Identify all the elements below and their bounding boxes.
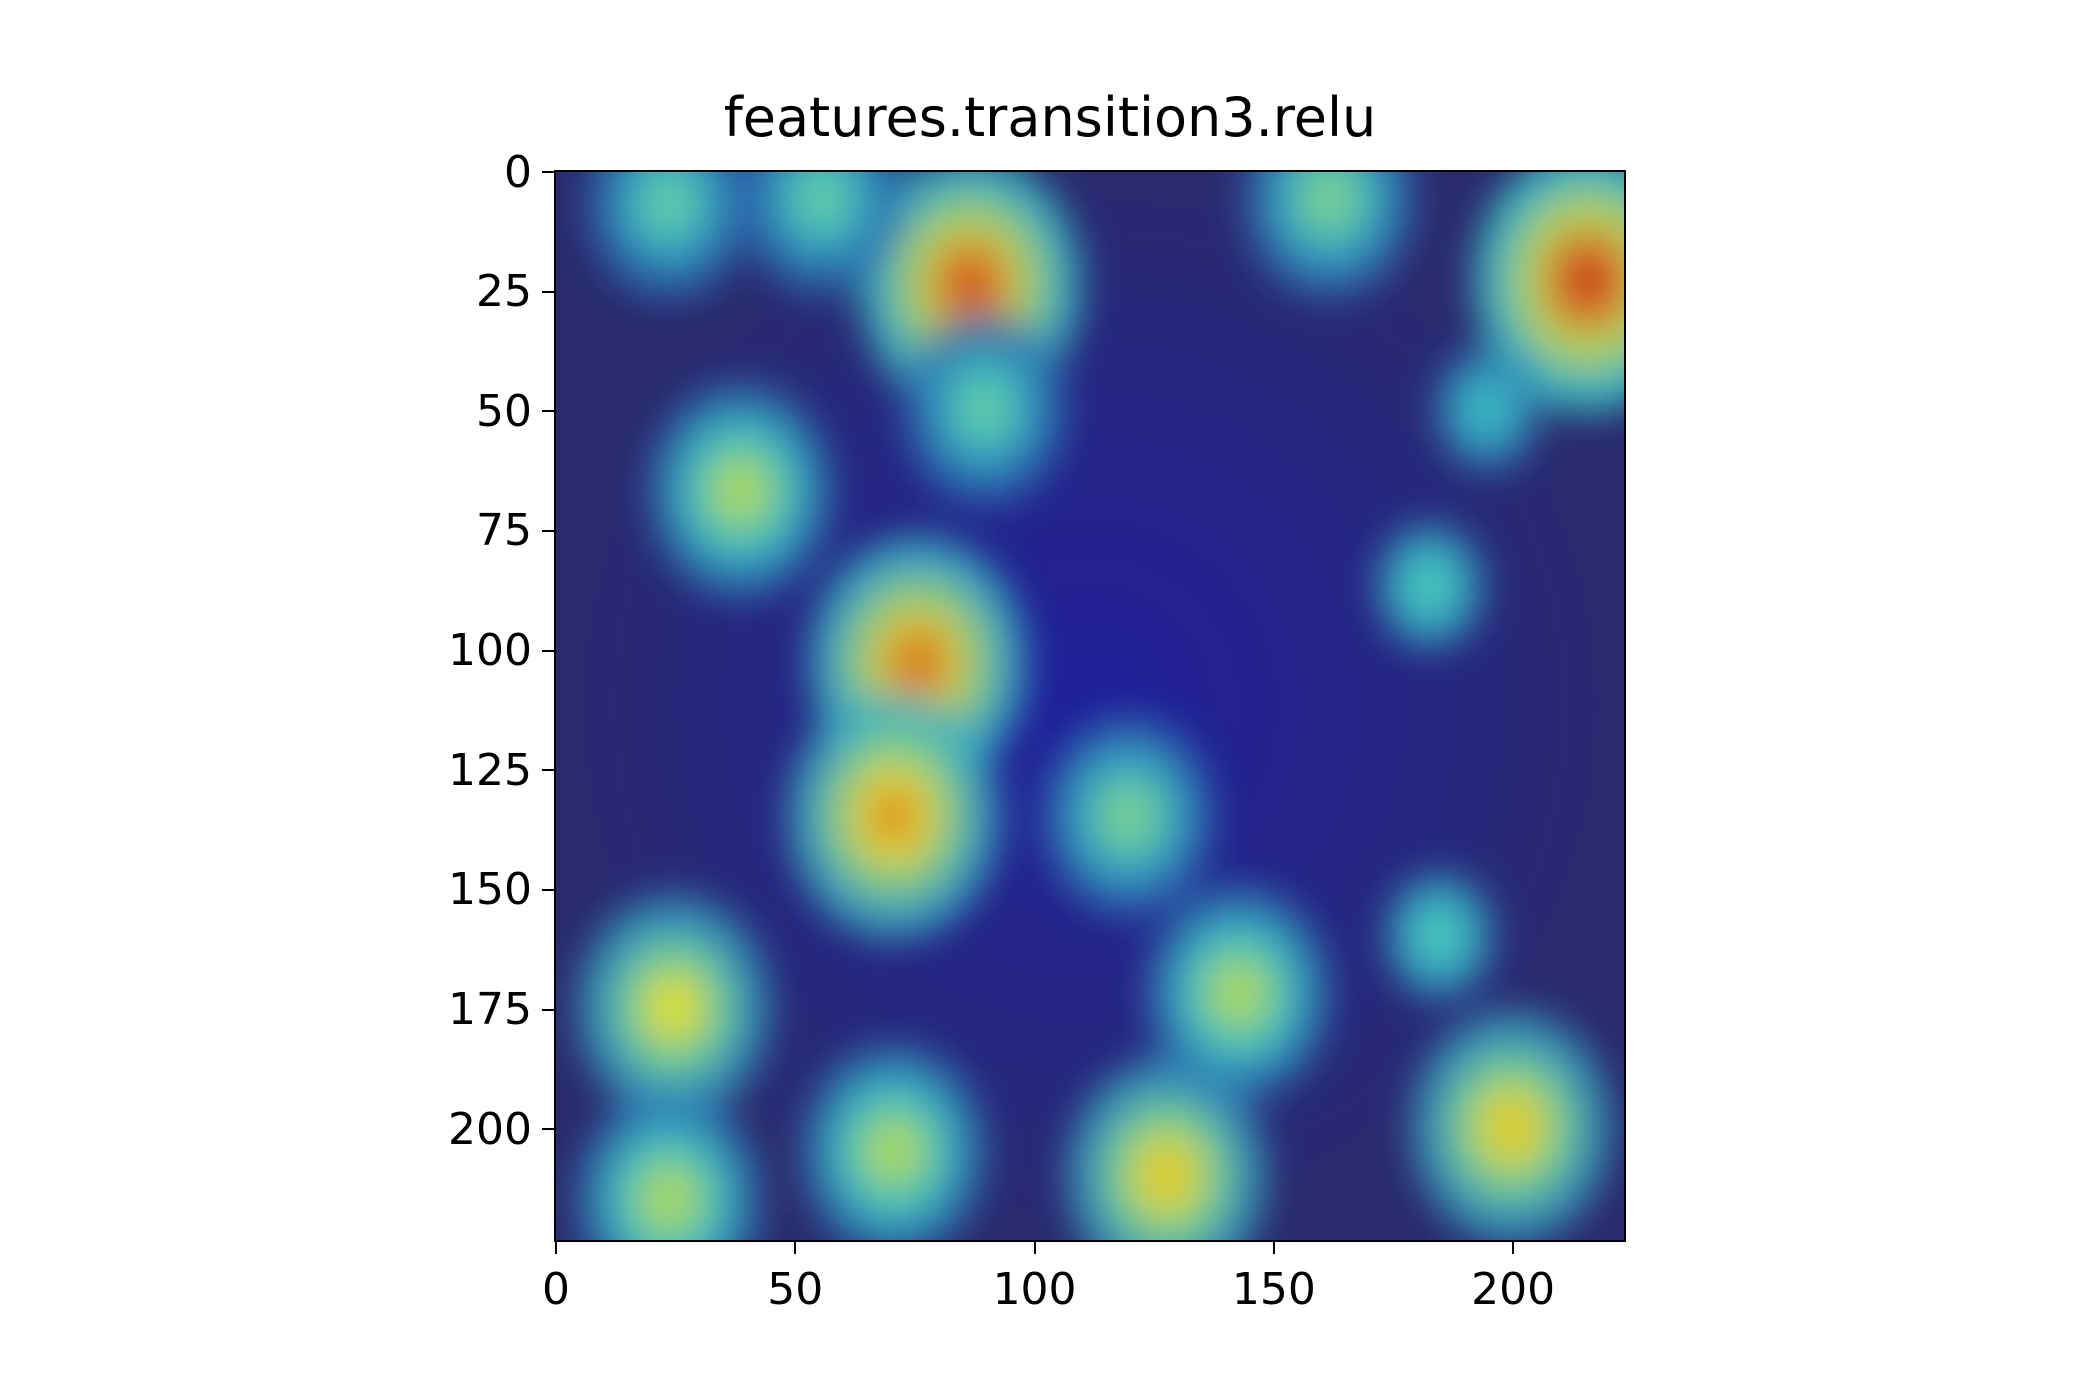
x-tick-mark bbox=[1033, 1242, 1036, 1254]
y-tick-mark bbox=[542, 171, 554, 173]
hotspot-13 bbox=[1412, 566, 1447, 606]
x-tick-mark bbox=[555, 1242, 557, 1254]
hotspot-9 bbox=[1219, 970, 1258, 1016]
x-tick-mark bbox=[1512, 1242, 1515, 1254]
hotspot-7 bbox=[874, 1128, 913, 1174]
y-tick-mark bbox=[542, 769, 554, 772]
x-tick-label: 150 bbox=[1231, 1264, 1316, 1315]
chart-title: features.transition3.relu bbox=[723, 86, 1377, 149]
hotspot-8 bbox=[1145, 1150, 1188, 1200]
hotspot-layer bbox=[576, 170, 1626, 1242]
y-tick-mark bbox=[542, 529, 554, 532]
y-tick-mark bbox=[542, 410, 554, 413]
hotspot-0 bbox=[946, 257, 994, 313]
heatmap-image bbox=[554, 170, 1626, 1242]
hotspot-17 bbox=[1311, 177, 1348, 220]
y-tick-mark bbox=[542, 1128, 554, 1131]
y-tick-label: 25 bbox=[476, 266, 532, 318]
y-tick-label: 150 bbox=[448, 864, 532, 916]
hotspot-6 bbox=[649, 1176, 689, 1222]
hotspot-16 bbox=[804, 178, 840, 220]
plot-area bbox=[554, 170, 1626, 1242]
hotspot-3 bbox=[871, 790, 916, 842]
hotspot-14 bbox=[1471, 390, 1504, 429]
x-tick-mark bbox=[1272, 1242, 1275, 1254]
hotspot-1 bbox=[1563, 252, 1612, 309]
hotspot-18 bbox=[967, 388, 1003, 430]
x-tick-mark bbox=[794, 1242, 797, 1254]
hotspot-2 bbox=[894, 636, 941, 690]
hotspot-10 bbox=[1110, 795, 1147, 838]
y-tick-label: 50 bbox=[476, 385, 532, 437]
y-tick-mark bbox=[542, 290, 554, 293]
hotspot-15 bbox=[651, 183, 687, 224]
hotspot-12 bbox=[1422, 916, 1457, 956]
y-tick-label: 175 bbox=[448, 984, 532, 1035]
y-tick-label: 100 bbox=[448, 625, 532, 677]
y-tick-label: 0 bbox=[504, 146, 532, 198]
y-tick-label: 125 bbox=[448, 744, 532, 796]
x-tick-label: 50 bbox=[767, 1264, 824, 1315]
y-tick-mark bbox=[542, 888, 554, 891]
hotspot-11 bbox=[1490, 1102, 1533, 1152]
hotspot-4 bbox=[721, 468, 760, 514]
y-tick-mark bbox=[542, 649, 554, 652]
x-tick-label: 0 bbox=[542, 1264, 570, 1315]
y-tick-mark bbox=[542, 1008, 554, 1011]
hotspot-5 bbox=[653, 983, 695, 1032]
x-tick-label: 200 bbox=[1471, 1264, 1556, 1315]
y-tick-label: 200 bbox=[448, 1103, 532, 1155]
y-tick-label: 75 bbox=[476, 505, 532, 557]
x-tick-label: 100 bbox=[992, 1264, 1077, 1315]
